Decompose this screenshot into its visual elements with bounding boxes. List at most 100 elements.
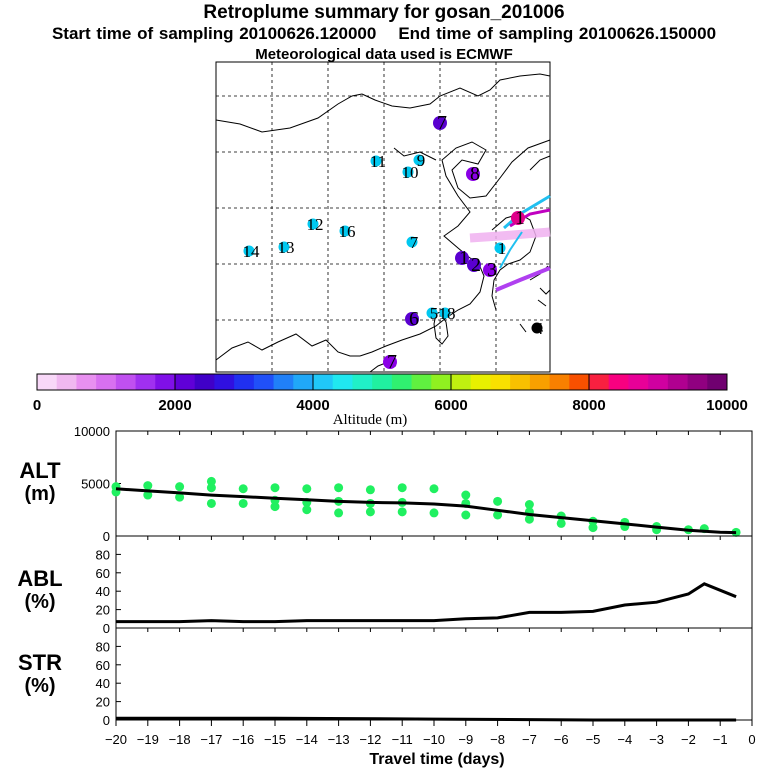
map-marker-label: 5 [430,304,439,323]
colorbar-tick-label: 2000 [158,397,191,414]
y-tick-label: 40 [96,676,110,691]
colorbar-cell [115,374,136,390]
map-marker-dot [494,242,506,254]
alt-panel: 0 5000 10000 [74,424,753,544]
alt-scatter-point [461,510,471,520]
x-tick-label: −1 [713,732,728,747]
x-tick-label: −19 [137,732,159,747]
map-marker-dot [339,225,351,237]
alt-scatter-point [238,498,248,508]
colorbar-cell [431,374,452,390]
y-tick-label: 0 [103,621,110,636]
x-axis: −20 −19 −18 −17 −16 −15 −14 −13 −12 −11 −10 −9 −8 −7−… [105,720,756,747]
map-marker-dot [278,241,290,253]
colorbar-cell [470,374,491,390]
chart-title: Retroplume summary for gosan_201006 [203,2,565,23]
map-marker-dot [531,322,543,334]
map-marker-label: 1 [515,207,525,229]
map-marker-label: 7 [387,351,397,373]
panel-labels: ALT (m) ABL (%) STR (%) [17,458,62,697]
str-label-1: STR [18,650,62,675]
map-marker-label: 3 [487,259,497,281]
colorbar-cell [451,374,472,390]
colorbar-label: Altitude (m) [333,412,408,428]
colorbar-cell [313,374,334,390]
alt-scatter-point [206,498,216,508]
alt-scatter-point [143,490,153,500]
map-marker-label: 10 [402,163,419,182]
x-tick-label: −14 [296,732,318,747]
colorbar-cell [667,374,688,390]
map-marker-label: 16 [339,222,356,241]
colorbar-cell [648,374,669,390]
y-tick-label: 80 [96,547,110,562]
y-tick-label: 80 [96,639,110,654]
str-panel: 0 20 40 60 80 [96,627,753,728]
x-tick-label: −10 [423,732,445,747]
alt-scatter-point [238,484,248,494]
x-tick-label: −20 [105,732,127,747]
colorbar-tick-label: 0 [33,397,41,414]
colorbar-ticks: 0 2000 4000 6000 8000 10000 [33,374,748,414]
colorbar-cell [549,374,570,390]
colorbar-cell [490,374,511,390]
x-tick-label: −12 [359,732,381,747]
alt-scatter-point [461,490,471,500]
colorbar-tick-label: 6000 [434,397,467,414]
alt-scatter-point [175,492,185,502]
y-tick-label: 60 [96,658,110,673]
x-tick-label: 0 [748,732,755,747]
y-tick-label: 5000 [81,477,110,492]
colorbar-cell [214,374,235,390]
alt-scatter-point [270,502,280,512]
alt-scatter-point [206,476,216,486]
colorbar-cell [332,374,353,390]
colorbar-cell [589,374,610,390]
y-tick-label: 40 [96,584,110,599]
colorbar-tick-label: 10000 [706,397,748,414]
map-marker-dot [426,307,438,319]
met-data-label: Meteorological data used is ECMWF [255,46,513,63]
colorbar-cell [628,374,649,390]
colorbar-cell [608,374,629,390]
alt-scatter-point [493,496,503,506]
alt-scatter-point [556,518,566,528]
map-marker-dot [439,307,451,319]
colorbar-cell [175,374,196,390]
alt-scatter-point [397,507,407,517]
map-gridlines [216,62,550,372]
x-tick-label: −17 [200,732,222,747]
x-tick-label: −2 [681,732,696,747]
x-tick-label: −13 [328,732,350,747]
map-marker-label: 7 [437,112,447,134]
colorbar-cell [194,374,215,390]
alt-scatter-point [524,500,534,509]
x-tick-label: −5 [586,732,601,747]
x-tick-label: −15 [264,732,286,747]
map-marker-dot [383,355,397,369]
y-tick-label: 60 [96,566,110,581]
alt-scatter-point [493,510,503,520]
colorbar-cell [529,374,550,390]
colorbar-cell [707,374,728,390]
x-tick-label: −16 [232,732,254,747]
map-marker-label: 12 [307,215,324,234]
series-line [115,487,737,535]
colorbar-cell [155,374,176,390]
colorbar-cell [96,374,117,390]
x-tick-label: −8 [490,732,505,747]
x-tick-label: −4 [617,732,632,747]
map-marker-dot [370,155,382,167]
x-tick-label: −18 [169,732,191,747]
y-tick-label: 0 [103,713,110,728]
map-marker-dot [413,154,425,166]
map-marker-label: 14 [243,242,261,261]
map-marker-dot [466,167,480,181]
abl-label-2: (%) [24,591,55,613]
alt-label-2: (m) [24,483,55,505]
map-marker-dot [406,236,418,248]
colorbar-cell [687,374,708,390]
map-frame [215,61,551,373]
alt-label-1: ALT [19,458,61,483]
